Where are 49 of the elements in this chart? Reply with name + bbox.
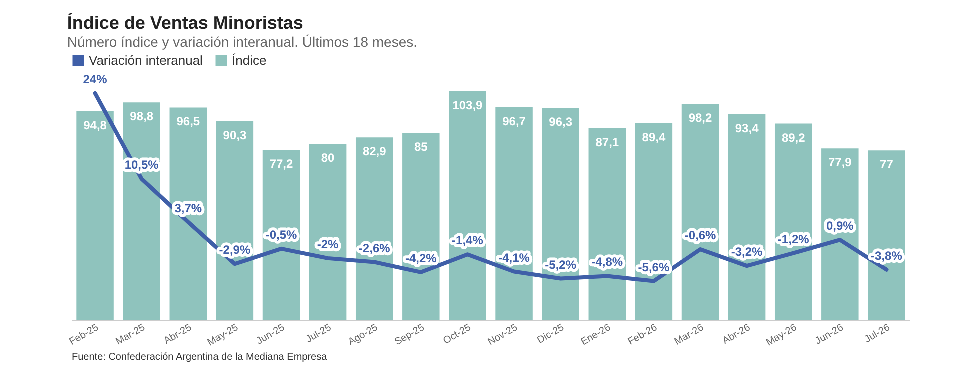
- data-label: -4,8%: [592, 255, 624, 270]
- data-label: -3,8%: [871, 248, 903, 263]
- data-label: 98,2: [688, 110, 712, 125]
- chart-subtitle: Número índice y variación interanual. Últimos 18 meses.: [67, 34, 418, 50]
- bar: [868, 150, 906, 320]
- data-label: -2%: [317, 237, 340, 252]
- bar: [496, 107, 533, 320]
- data-label: 89,4: [642, 130, 666, 144]
- data-label: 77,2: [270, 157, 294, 172]
- bar: [170, 108, 208, 320]
- data-label: 3,7%: [174, 201, 202, 216]
- legend-label: Índice: [232, 52, 267, 68]
- bar: [402, 133, 440, 320]
- data-label: 94,8: [84, 118, 108, 132]
- data-label: 87,1: [596, 135, 620, 150]
- bar: [76, 111, 114, 320]
- data-label: -3,2%: [731, 245, 764, 260]
- data-label: 89,2: [782, 130, 806, 145]
- data-label: 93,4: [735, 122, 760, 136]
- data-label: -5,2%: [545, 258, 577, 272]
- data-label: -5,6%: [638, 260, 670, 274]
- data-label: -0,5%: [266, 228, 298, 242]
- data-label: 77: [880, 158, 894, 172]
- data-label: 96,5: [176, 114, 200, 129]
- bar: [309, 144, 347, 320]
- data-label: 98,8: [130, 110, 154, 124]
- legend-label: Variación interanual: [89, 52, 204, 68]
- data-label: 103,9: [452, 98, 484, 112]
- data-label: 24%: [83, 72, 108, 86]
- bar: [449, 91, 486, 320]
- source-note: Fuente: Confederación Argentina de la Mediana Empresa: [72, 352, 328, 363]
- data-label: -1,4%: [452, 234, 484, 248]
- data-label: 96,3: [549, 115, 573, 130]
- data-label: 80: [321, 151, 336, 165]
- data-label: -1,2%: [778, 232, 810, 246]
- data-label: 96,7: [502, 114, 526, 128]
- data-label: -4,2%: [405, 251, 438, 266]
- chart-title: Índice de Ventas Minoristas: [67, 13, 304, 33]
- data-label: 77,9: [828, 156, 852, 170]
- bar: [542, 108, 580, 320]
- bar: [682, 104, 720, 320]
- data-label: 82,9: [362, 144, 387, 159]
- data-label: -4,1%: [498, 250, 530, 265]
- data-label: 90,3: [223, 128, 247, 142]
- data-label: 85: [414, 140, 428, 154]
- data-label: -0,6%: [684, 228, 716, 243]
- data-label: -2,6%: [358, 241, 391, 256]
- bar: [123, 102, 160, 320]
- data-label: 0,9%: [826, 219, 854, 234]
